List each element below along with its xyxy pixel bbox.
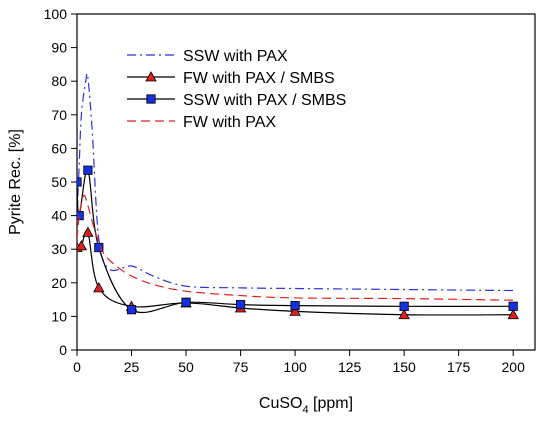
- x-axis-title-main: CuSO: [259, 395, 303, 412]
- y-tick-label: 10: [51, 308, 67, 324]
- legend-label: FW with PAX / SMBS: [183, 70, 335, 87]
- y-tick-label: 60: [51, 140, 67, 156]
- x-tick-label: 0: [73, 359, 81, 375]
- y-tick-label: 90: [51, 40, 67, 56]
- data-point: [83, 165, 93, 175]
- x-axis-title: CuSO4 [ppm]: [259, 395, 353, 416]
- data-point: [507, 308, 519, 320]
- x-axis-title-unit: [ppm]: [309, 395, 353, 412]
- data-point: [290, 301, 300, 311]
- x-tick-label: 125: [338, 359, 362, 375]
- series-2: [77, 165, 518, 315]
- data-point: [289, 305, 301, 316]
- legend-label: SSW with PAX: [183, 48, 288, 65]
- x-tick-label: 75: [233, 359, 249, 375]
- y-tick-label: 0: [59, 342, 67, 358]
- y-tick-label: 70: [51, 107, 67, 123]
- legend-label: SSW with PAX / SMBS: [183, 92, 346, 109]
- y-tick-label: 30: [51, 241, 67, 257]
- data-point: [94, 242, 104, 253]
- y-tick-label: 20: [51, 275, 67, 291]
- legend: SSW with PAX FW with PAX / SMBS SSW with P…: [127, 48, 346, 131]
- series-layer: [77, 72, 519, 320]
- x-tick-label: 100: [283, 359, 307, 375]
- series-0: [77, 72, 514, 292]
- x-tick-label: 200: [502, 359, 526, 375]
- ticks-layer: 0 25 50 75 100 125 150 175 200 0 10 20 30 40 50 60 70 80 9…: [44, 6, 525, 375]
- data-point: [126, 305, 137, 315]
- x-tick-label: 25: [124, 359, 140, 375]
- legend-marker: [146, 94, 156, 104]
- series-line: [77, 194, 514, 301]
- legend-marker: [145, 71, 157, 82]
- y-axis-title: Pyrite Rec. [%]: [7, 129, 24, 235]
- data-point: [398, 308, 410, 320]
- series-line: [77, 72, 514, 292]
- y-tick-label: 50: [51, 174, 67, 190]
- data-point: [77, 240, 88, 251]
- data-point: [235, 300, 246, 310]
- series-3: [77, 194, 514, 301]
- y-tick-label: 40: [51, 208, 67, 224]
- data-point: [399, 301, 409, 311]
- x-tick-label: 175: [447, 359, 471, 375]
- x-axis-title-subscript: 4: [302, 404, 308, 416]
- x-tick-label: 150: [392, 359, 416, 375]
- data-point: [93, 282, 105, 293]
- y-tick-label: 80: [51, 73, 67, 89]
- data-point: [181, 297, 191, 307]
- data-point: [77, 177, 82, 187]
- series-line: [77, 169, 514, 314]
- y-tick-label: 100: [44, 6, 68, 22]
- data-point: [82, 226, 94, 237]
- x-tick-label: 50: [178, 359, 194, 375]
- legend-label: FW with PAX: [183, 114, 276, 131]
- data-point: [508, 301, 518, 311]
